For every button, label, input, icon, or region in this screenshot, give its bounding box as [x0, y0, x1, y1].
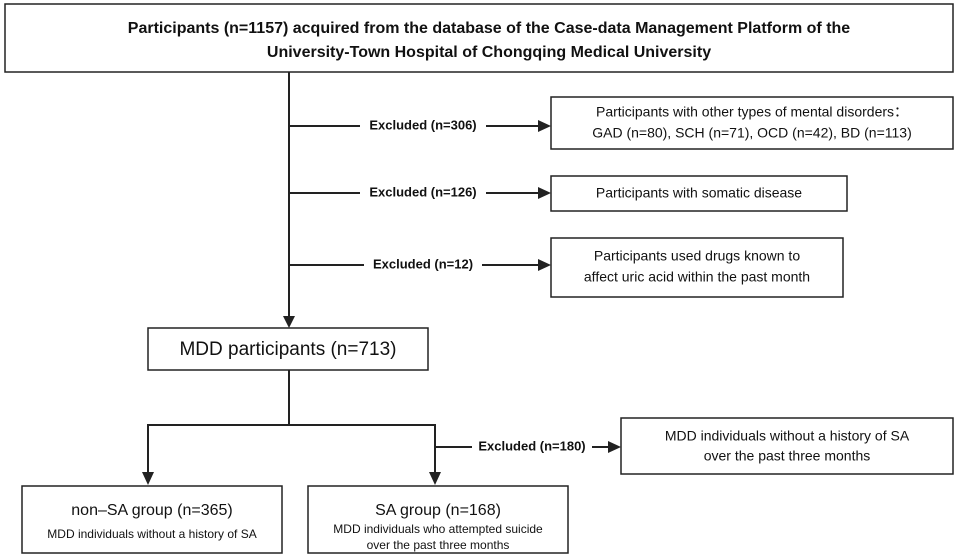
exclusion-text: over the past three months	[704, 448, 871, 464]
header-line: Participants (n=1157) acquired from the …	[128, 20, 851, 37]
exclusion-text: Participants with other types of mental …	[596, 104, 908, 120]
exclusion-text: Participants with somatic disease	[596, 185, 802, 201]
exclusion-text: Participants used drugs known to	[594, 248, 800, 264]
group-text: MDD individuals without a history of SA	[47, 527, 256, 541]
exclusion-box	[550, 237, 844, 298]
arrowhead	[538, 120, 551, 132]
mdd-label: MDD participants (n=713)	[179, 339, 396, 360]
exclusion-text: GAD (n=80), SCH (n=71), OCD (n=42), BD (…	[592, 125, 912, 141]
group-box	[307, 485, 569, 554]
group-title: SA group (n=168)	[375, 502, 501, 519]
exclusion-label: Excluded (n=126)	[369, 184, 476, 199]
arrowhead	[608, 441, 621, 453]
arrowhead	[538, 259, 551, 271]
exclusion-box	[620, 417, 954, 475]
group-text: MDD individuals who attempted suicide	[333, 522, 543, 536]
group-text: over the past three months	[367, 538, 510, 552]
exclusion-box	[550, 96, 954, 150]
exclusion-text: affect uric acid within the past month	[584, 269, 810, 285]
arrowhead	[538, 187, 551, 199]
exclusion-text: MDD individuals without a history of SA	[665, 428, 910, 444]
arrowhead	[142, 472, 154, 485]
header-box	[4, 3, 954, 73]
exclusion-label: Excluded (n=180)	[478, 438, 585, 453]
exclusion-box	[550, 175, 848, 212]
arrowhead	[283, 316, 295, 328]
arrowhead	[429, 472, 441, 485]
group-box	[21, 485, 283, 554]
group-title: non–SA group (n=365)	[71, 502, 232, 519]
exclusion-label: Excluded (n=12)	[373, 256, 473, 271]
exclusion-label: Excluded (n=306)	[369, 117, 476, 132]
header-line: University-Town Hospital of Chongqing Me…	[267, 44, 711, 61]
mdd-box	[147, 327, 429, 371]
